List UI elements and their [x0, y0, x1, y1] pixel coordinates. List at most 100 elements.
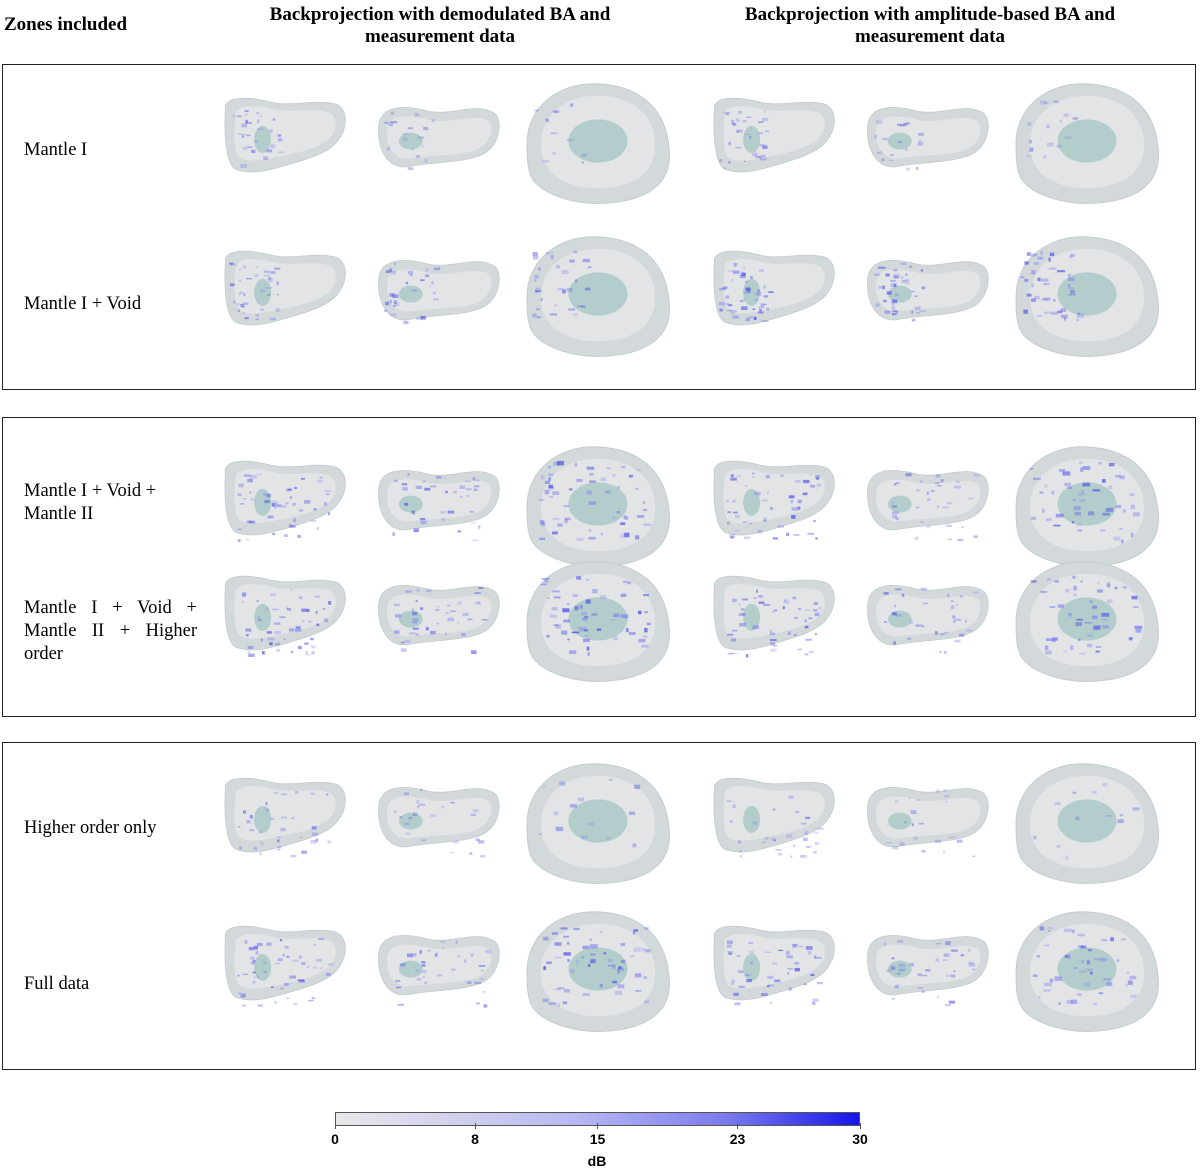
intensity-patch: [233, 300, 236, 304]
intensity-patch: [788, 495, 795, 499]
intensity-patch: [249, 475, 257, 479]
intensity-patch: [245, 121, 253, 125]
intensity-patch: [406, 832, 410, 835]
intensity-patch: [777, 525, 784, 528]
intensity-patch: [430, 630, 436, 635]
intensity-patch: [229, 262, 234, 265]
intensity-patch: [253, 945, 258, 950]
intensity-patch: [311, 651, 315, 655]
intensity-patch: [754, 491, 761, 496]
intensity-patch: [245, 134, 251, 137]
intensity-patch: [727, 633, 734, 636]
intensity-patch: [1073, 967, 1078, 969]
intensity-patch: [936, 505, 940, 508]
intensity-patch: [411, 148, 414, 151]
intensity-patch: [556, 264, 560, 269]
intensity-patch: [610, 618, 617, 621]
intensity-patch: [915, 624, 922, 627]
reconstruction-slice-cor: [713, 250, 835, 326]
intensity-patch: [475, 838, 480, 841]
intensity-patch: [1081, 959, 1084, 964]
panel-group-1: [2, 64, 1196, 390]
intensity-patch: [772, 962, 778, 965]
intensity-patch: [424, 159, 428, 163]
intensity-patch: [722, 286, 728, 290]
intensity-patch: [754, 299, 758, 301]
intensity-patch: [466, 494, 469, 498]
intensity-patch: [270, 593, 276, 596]
intensity-patch: [642, 948, 645, 951]
intensity-patch: [307, 609, 310, 612]
intensity-patch: [617, 969, 621, 974]
reconstruction-slice-sag: [378, 259, 500, 325]
panel-group-3: [2, 742, 1196, 1070]
intensity-patch: [290, 589, 293, 591]
intensity-patch: [891, 306, 896, 311]
intensity-patch: [1106, 582, 1111, 586]
intensity-patch: [1071, 521, 1075, 524]
intensity-patch: [442, 947, 444, 949]
intensity-patch: [433, 298, 439, 301]
intensity-patch: [882, 138, 889, 141]
intensity-patch: [787, 631, 791, 635]
intensity-patch: [1057, 310, 1063, 314]
intensity-patch: [1057, 604, 1065, 608]
intensity-patch: [731, 312, 735, 315]
intensity-patch: [750, 276, 753, 279]
intensity-patch: [599, 930, 603, 934]
intensity-patch: [465, 480, 471, 483]
intensity-patch: [921, 624, 925, 628]
intensity-patch: [738, 110, 742, 114]
intensity-patch: [236, 303, 240, 306]
intensity-patch: [890, 966, 896, 970]
intensity-patch: [1092, 489, 1100, 491]
intensity-patch: [728, 304, 733, 307]
intensity-patch: [774, 979, 780, 982]
inclusion-ellipse: [1057, 119, 1117, 163]
reconstruction-slice-ax: [1015, 446, 1159, 567]
intensity-patch: [633, 929, 638, 932]
intensity-patch: [417, 805, 420, 809]
intensity-patch: [392, 294, 399, 299]
intensity-patch: [278, 151, 285, 154]
intensity-patch: [469, 510, 475, 513]
intensity-patch: [944, 795, 950, 798]
reconstruction-slice-ax: [1015, 83, 1159, 204]
intensity-patch: [1121, 938, 1127, 941]
intensity-patch: [450, 801, 455, 804]
intensity-patch: [734, 514, 740, 519]
intensity-patch: [1048, 267, 1057, 270]
intensity-patch: [243, 265, 247, 269]
intensity-patch: [447, 510, 455, 514]
intensity-patch: [412, 611, 418, 616]
intensity-patch: [534, 290, 539, 293]
zones-included-header: Zones included: [4, 14, 128, 35]
intensity-patch: [325, 972, 331, 977]
intensity-patch: [1031, 283, 1034, 288]
intensity-patch: [409, 273, 413, 276]
intensity-patch: [1076, 319, 1079, 321]
intensity-patch: [286, 488, 292, 492]
intensity-patch: [800, 822, 807, 825]
intensity-patch: [813, 851, 817, 854]
inclusion-ellipse: [888, 812, 912, 830]
intensity-patch: [269, 642, 273, 646]
intensity-patch: [546, 597, 550, 599]
intensity-patch: [818, 606, 822, 610]
intensity-patch: [290, 817, 295, 820]
intensity-patch: [1088, 511, 1095, 516]
intensity-patch: [1075, 816, 1080, 821]
intensity-patch: [778, 949, 783, 952]
intensity-patch: [1047, 142, 1054, 147]
intensity-patch: [758, 308, 763, 313]
reconstruction-slice-sag: [867, 934, 989, 1007]
intensity-patch: [891, 612, 897, 616]
intensity-patch: [725, 112, 730, 116]
intensity-patch: [412, 621, 418, 624]
intensity-patch: [1045, 124, 1050, 129]
intensity-patch: [770, 507, 773, 510]
intensity-patch: [586, 578, 589, 581]
reconstruction-slice-sag: [378, 786, 500, 858]
intensity-patch: [1108, 485, 1113, 490]
intensity-patch: [1095, 645, 1101, 648]
